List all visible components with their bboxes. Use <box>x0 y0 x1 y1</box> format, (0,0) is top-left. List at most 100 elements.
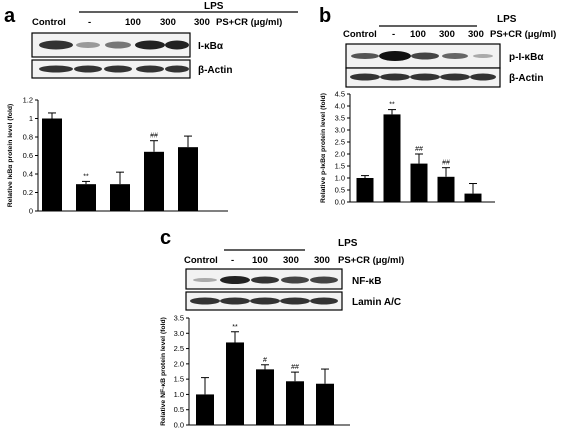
chart-b-bar <box>464 193 482 202</box>
panel-b: b LPS Control - 100 300 300 PS+CR (μg/ml… <box>319 5 556 207</box>
blot-band <box>380 73 410 81</box>
blot-band <box>440 73 470 81</box>
panel-a-lps-label: LPS <box>204 1 224 12</box>
panel-a-lane-label: 100 <box>125 17 141 28</box>
panel-a-blot-label: I-κBα <box>198 41 224 52</box>
chart-a-y-tick-label: 0.4 <box>23 170 33 179</box>
chart-c-y-tick-label: 0.0 <box>174 421 184 430</box>
blot-band <box>135 40 165 50</box>
chart-c-y-tick-label: 1.5 <box>174 375 184 384</box>
panel-b-blot-label: β-Actin <box>509 73 543 84</box>
chart-c-y-tick-label: 1.0 <box>174 390 184 399</box>
panel-c-lane-label: 300 <box>283 255 299 266</box>
chart-b-y-tick-label: 1.5 <box>335 162 345 171</box>
blot-band <box>410 73 440 81</box>
panel-c-blot-label: NF-κB <box>352 276 381 287</box>
panel-b-lane-label: Control <box>343 29 377 40</box>
chart-b-y-axis-label: Relative p-IκBα protein level (fold) <box>320 93 327 203</box>
chart-c-significance-label: ## <box>291 364 299 371</box>
blot-band <box>442 53 468 59</box>
chart-c-y-tick-label: 3.0 <box>174 329 184 338</box>
chart-c-bar <box>226 342 244 425</box>
chart-c-y-axis-label: Relative NF-κB protein level (fold) <box>160 317 167 426</box>
panel-b-treatment-label: PS+CR (μg/ml) <box>490 29 556 40</box>
panel-c-lane-label: - <box>231 255 234 266</box>
blot-band <box>310 276 338 284</box>
chart-b-significance-label: ## <box>415 146 423 153</box>
chart-c-y-tick-label: 0.5 <box>174 405 184 414</box>
chart-b-bar <box>383 114 401 202</box>
panel-b-lane-label: - <box>392 29 395 40</box>
chart-b-y-tick-label: 0.5 <box>335 186 345 195</box>
blot-band <box>310 297 338 305</box>
chart-b-y-tick-label: 3.0 <box>335 126 345 135</box>
blot-band <box>411 52 439 60</box>
blot-band <box>379 51 411 61</box>
chart-b-bar <box>356 178 374 202</box>
panel-c-letter: c <box>160 227 171 249</box>
chart-b-significance-label: ** <box>389 102 395 109</box>
chart-a-bar <box>42 118 62 211</box>
panel-a-lane-label: 300 <box>194 17 210 28</box>
panel-b-lane-label: 300 <box>468 29 484 40</box>
panel-a-treatment-label: PS+CR (μg/ml) <box>216 17 282 28</box>
chart-c-significance-label: # <box>263 357 267 364</box>
chart-c: 0.0 0.5 1.0 1.5 2.0 2.5 3.0 3.5 Relative NF-κB p… <box>160 314 350 430</box>
blot-band <box>351 53 379 59</box>
panel-a-lane-label: - <box>88 17 91 28</box>
chart-a-significance-label: ## <box>150 133 158 140</box>
chart-a: 0 0.2 0.4 0.6 0.8 1 1.2 Relative IκBα protein l… <box>7 96 228 216</box>
blot-band <box>165 65 189 73</box>
panel-b-lps-label: LPS <box>497 14 517 25</box>
chart-b-bar <box>410 163 428 202</box>
panel-a-blot-label: β-Actin <box>198 65 232 76</box>
chart-a-bar <box>76 184 96 211</box>
blot-band <box>280 297 310 305</box>
chart-b-y-tick-label: 4.5 <box>335 90 345 99</box>
panel-a-lane-label: 300 <box>160 17 176 28</box>
blot-band <box>105 41 131 49</box>
panel-c-treatment-label: PS+CR (μg/ml) <box>338 255 404 266</box>
chart-b-y-tick-label: 3.5 <box>335 114 345 123</box>
chart-b-y-tick-label: 4.0 <box>335 102 345 111</box>
panel-c-blot-label: Lamin A/C <box>352 297 401 308</box>
chart-c-y-tick-label: 2.0 <box>174 359 184 368</box>
blot-band <box>220 297 250 305</box>
chart-c-bar <box>256 369 274 425</box>
chart-a-y-tick-label: 0.8 <box>23 133 33 142</box>
blot-band <box>250 297 280 305</box>
chart-a-bar <box>144 151 164 211</box>
blot-band <box>193 278 217 282</box>
chart-a-y-tick-label: 1 <box>29 114 33 123</box>
chart-c-y-tick-label: 2.5 <box>174 344 184 353</box>
panel-b-lane-label: 300 <box>439 29 455 40</box>
chart-a-y-tick-label: 1.2 <box>23 96 33 105</box>
chart-b-y-tick-label: 2.0 <box>335 150 345 159</box>
chart-b-y-tick-label: 0.0 <box>335 198 345 207</box>
chart-a-bar <box>178 147 198 211</box>
blot-band <box>470 73 496 81</box>
blot-band <box>190 297 220 305</box>
chart-b: 0.0 0.5 1.0 1.5 2.0 2.5 3.0 3.5 4.0 4.5 Relative p… <box>320 90 495 207</box>
panel-a-letter: a <box>4 5 16 27</box>
chart-c-significance-label: ** <box>232 324 238 331</box>
chart-a-y-tick-label: 0.6 <box>23 151 33 160</box>
chart-a-significance-label: ** <box>83 173 89 180</box>
blot-band <box>251 276 279 284</box>
chart-c-y-tick-label: 3.5 <box>174 314 184 323</box>
chart-c-bar <box>316 383 334 425</box>
panel-c-lps-label: LPS <box>338 238 358 249</box>
blot-band <box>39 65 73 73</box>
chart-a-y-tick-label: 0 <box>29 207 33 216</box>
chart-a-y-axis-label: Relative IκBα protein level (fold) <box>7 104 14 208</box>
panel-b-letter: b <box>319 5 331 27</box>
panel-a-lane-label: Control <box>32 17 66 28</box>
blot-band <box>473 54 493 58</box>
chart-c-bar <box>196 394 214 425</box>
panel-a: a LPS Control - 100 300 300 PS+CR (μg/ml… <box>4 1 298 216</box>
blot-band <box>104 65 132 73</box>
blot-band <box>74 65 102 73</box>
blot-band <box>165 40 189 50</box>
chart-b-significance-label: ## <box>442 160 450 167</box>
